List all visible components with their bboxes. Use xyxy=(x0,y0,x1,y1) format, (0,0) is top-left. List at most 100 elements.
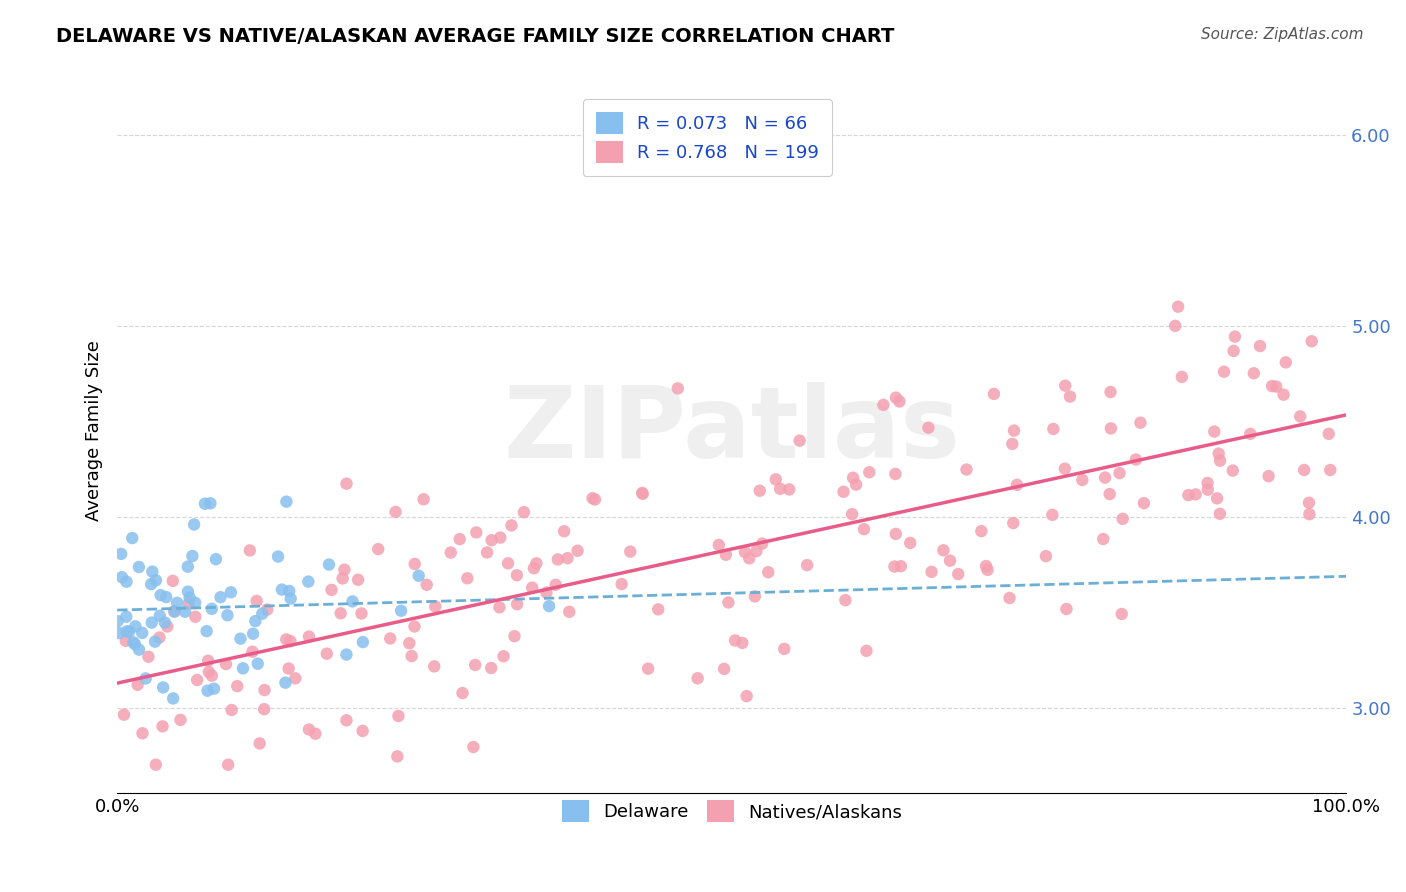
Point xyxy=(917,420,939,434)
Point xyxy=(921,565,943,579)
Point xyxy=(156,619,179,633)
Point xyxy=(1239,426,1261,441)
Point xyxy=(1257,469,1279,483)
Point xyxy=(955,462,977,476)
Point xyxy=(1301,334,1323,349)
Point xyxy=(489,531,512,545)
Point xyxy=(1249,339,1271,353)
Point xyxy=(1319,463,1341,477)
Point xyxy=(1209,453,1232,467)
Point xyxy=(415,578,437,592)
Point xyxy=(1133,496,1156,510)
Point xyxy=(1111,607,1133,621)
Point xyxy=(280,634,302,648)
Point xyxy=(707,538,730,552)
Point xyxy=(526,556,548,570)
Point xyxy=(1275,355,1298,369)
Point xyxy=(195,624,218,639)
Point xyxy=(177,596,200,610)
Point xyxy=(567,543,589,558)
Point xyxy=(1092,532,1115,546)
Point xyxy=(536,585,558,599)
Point xyxy=(1294,463,1316,477)
Point xyxy=(245,614,267,628)
Point xyxy=(404,557,426,571)
Point xyxy=(152,719,174,733)
Point xyxy=(492,649,515,664)
Point xyxy=(1099,384,1122,399)
Point xyxy=(769,482,792,496)
Point xyxy=(315,647,337,661)
Point xyxy=(1002,516,1025,530)
Point xyxy=(1206,491,1229,506)
Point xyxy=(731,636,754,650)
Point xyxy=(1040,508,1063,522)
Point xyxy=(284,671,307,685)
Point xyxy=(276,632,298,647)
Point xyxy=(456,571,478,585)
Point xyxy=(939,554,962,568)
Point xyxy=(205,552,228,566)
Point xyxy=(335,648,357,662)
Point xyxy=(387,749,409,764)
Point xyxy=(149,588,172,602)
Point xyxy=(463,739,485,754)
Point xyxy=(121,531,143,545)
Point xyxy=(217,757,239,772)
Point xyxy=(1298,496,1320,510)
Point xyxy=(145,757,167,772)
Point xyxy=(976,563,998,577)
Point xyxy=(884,467,907,481)
Point xyxy=(333,563,356,577)
Point xyxy=(404,619,426,633)
Point xyxy=(298,630,321,644)
Point xyxy=(506,568,529,582)
Point xyxy=(1289,409,1312,424)
Point xyxy=(232,661,254,675)
Point xyxy=(183,517,205,532)
Point xyxy=(298,723,321,737)
Point xyxy=(127,678,149,692)
Point xyxy=(983,387,1005,401)
Point xyxy=(278,583,301,598)
Point xyxy=(335,714,357,728)
Point xyxy=(1222,464,1244,478)
Point xyxy=(1222,343,1244,358)
Point xyxy=(898,536,921,550)
Point xyxy=(553,524,575,539)
Point xyxy=(163,605,186,619)
Point xyxy=(778,483,800,497)
Point xyxy=(342,594,364,608)
Point xyxy=(242,626,264,640)
Point xyxy=(111,570,134,584)
Point xyxy=(1209,507,1232,521)
Point xyxy=(423,659,446,673)
Point xyxy=(115,574,138,589)
Point xyxy=(249,736,271,750)
Point xyxy=(832,484,855,499)
Point xyxy=(1317,426,1340,441)
Point xyxy=(143,634,166,648)
Point xyxy=(194,497,217,511)
Point xyxy=(229,632,252,646)
Point xyxy=(200,496,222,510)
Point xyxy=(1112,512,1135,526)
Point xyxy=(335,476,357,491)
Point xyxy=(131,626,153,640)
Point xyxy=(998,591,1021,605)
Point xyxy=(352,635,374,649)
Point xyxy=(274,675,297,690)
Point xyxy=(858,465,880,479)
Point xyxy=(1042,422,1064,436)
Point xyxy=(217,608,239,623)
Point xyxy=(842,471,865,485)
Point xyxy=(1177,488,1199,502)
Point xyxy=(425,599,447,614)
Point xyxy=(558,605,581,619)
Point xyxy=(513,505,536,519)
Point xyxy=(1001,437,1024,451)
Point xyxy=(139,577,162,591)
Point xyxy=(387,709,409,723)
Point xyxy=(1208,447,1230,461)
Point xyxy=(756,566,779,580)
